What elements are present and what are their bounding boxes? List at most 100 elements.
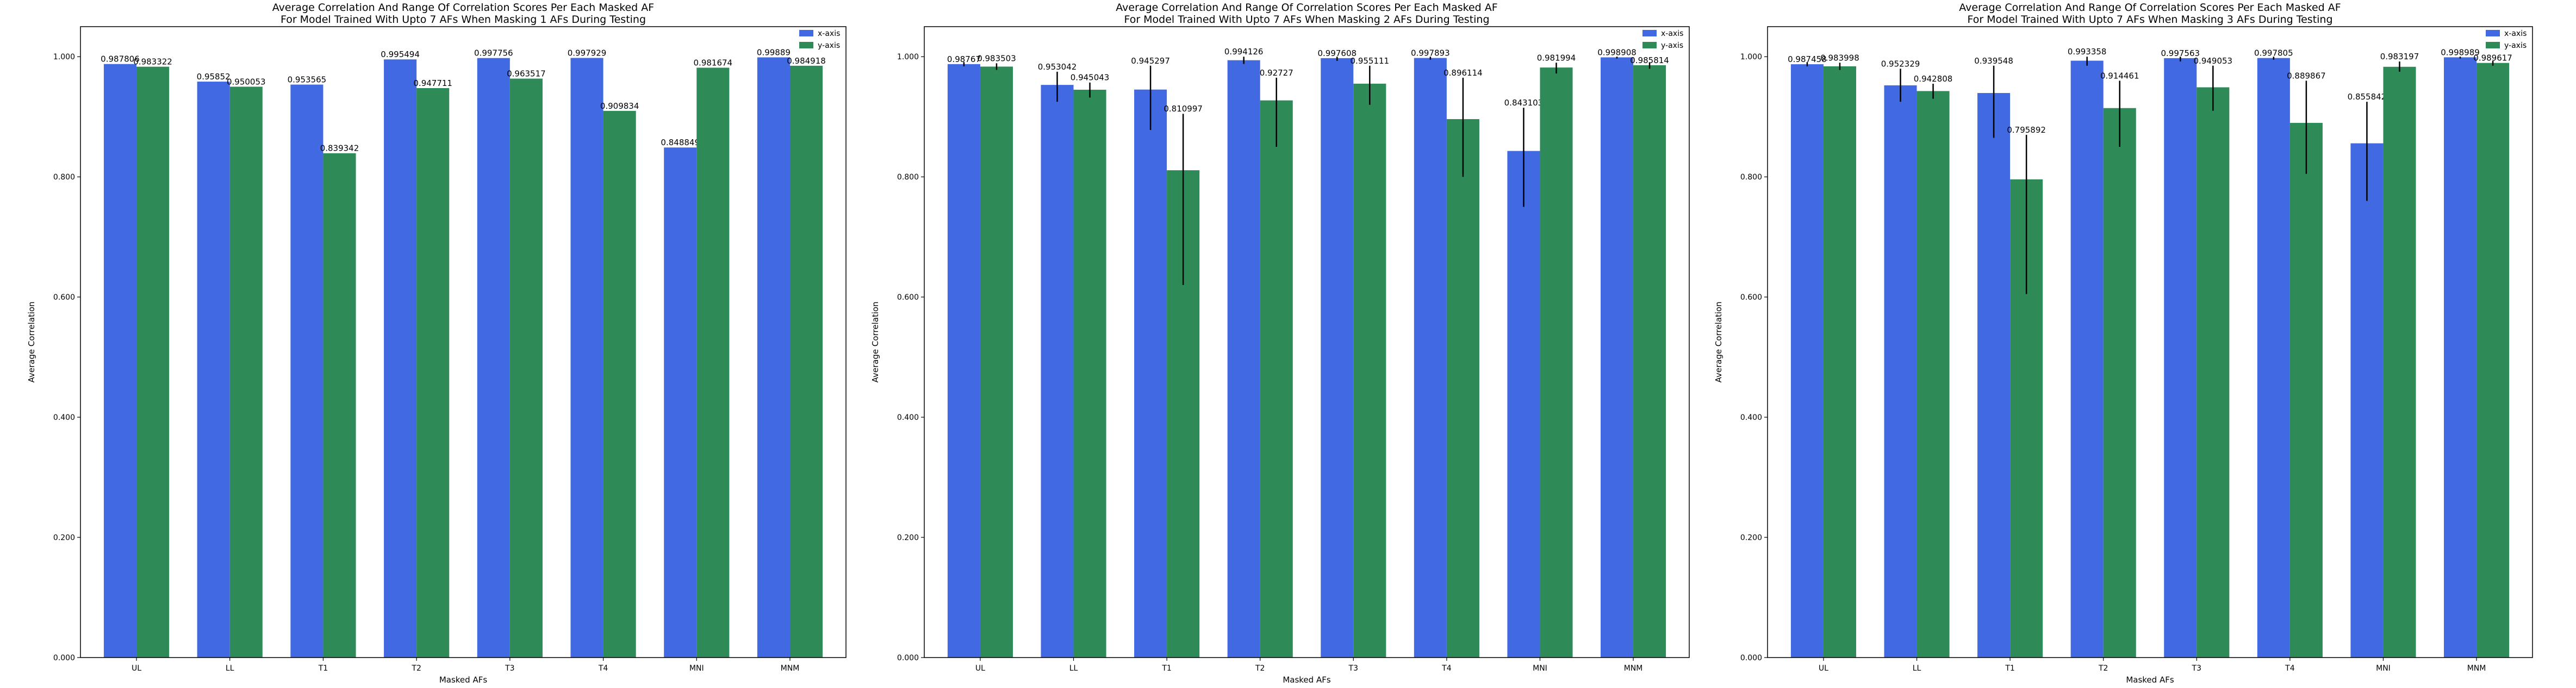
bar-x-axis-T1 — [1977, 93, 2011, 658]
chart-panel-1: Average Correlation And Range Of Correla… — [27, 2, 847, 685]
value-label-x-axis-T3: 0.997756 — [474, 48, 513, 58]
bar-y-axis-MNM — [2477, 63, 2510, 658]
x-tick-label-MNI: MNI — [689, 664, 704, 673]
bar-x-axis-MNM — [757, 57, 790, 658]
bar-y-axis-LL — [1073, 89, 1106, 658]
y-tick-label: 0.600 — [1740, 293, 1762, 302]
value-label-y-axis-MNI: 0.983197 — [2380, 52, 2419, 61]
bar-y-axis-UL — [980, 66, 1013, 658]
value-label-y-axis-MNI: 0.981994 — [1537, 53, 1576, 63]
legend-label-y-axis: y-axis — [818, 41, 840, 50]
legend-label-y-axis: y-axis — [1661, 41, 1683, 50]
bar-y-axis-LL — [229, 86, 263, 658]
legend-swatch-y-axis — [1642, 42, 1657, 48]
y-tick-label: 0.200 — [897, 534, 919, 542]
value-label-y-axis-T3: 0.949053 — [2194, 56, 2233, 66]
bar-y-axis-UL — [136, 66, 170, 658]
bar-x-axis-MNI — [1507, 151, 1540, 658]
bar-y-axis-MNM — [789, 65, 823, 658]
chart-panel-2: Average Correlation And Range Of Correla… — [870, 2, 1690, 685]
bar-x-axis-MNM — [1600, 57, 1634, 658]
y-tick-label: 0.800 — [1740, 173, 1762, 182]
y-tick-label: 0.800 — [897, 173, 919, 182]
bar-y-axis-LL — [1917, 91, 1950, 658]
bar-y-axis-UL — [1823, 66, 1857, 658]
value-label-x-axis-T1: 0.939548 — [1974, 56, 2013, 66]
legend-label-y-axis: y-axis — [2504, 41, 2527, 50]
y-tick-label: 0.400 — [1740, 413, 1762, 422]
chart-title: Average Correlation And Range Of Correla… — [1959, 2, 2341, 26]
value-label-y-axis-UL: 0.983503 — [977, 53, 1016, 63]
y-tick-label: 0.800 — [53, 173, 75, 182]
value-label-x-axis-LL: 0.95852 — [197, 72, 231, 82]
bar-x-axis-T2 — [2070, 60, 2104, 658]
value-label-x-axis-MNM: 0.998989 — [2441, 47, 2480, 57]
value-label-y-axis-UL: 0.983322 — [133, 57, 172, 67]
bar-x-axis-T4 — [570, 58, 603, 658]
x-tick-label-T1: T1 — [318, 664, 328, 673]
bar-y-axis-MNM — [1633, 65, 1666, 658]
value-label-x-axis-T2: 0.994126 — [1224, 47, 1264, 57]
value-label-x-axis-MNI: 0.855842 — [2348, 92, 2387, 102]
plot-frame — [924, 26, 1690, 658]
chart-panel-3: Average Correlation And Range Of Correla… — [1714, 2, 2533, 685]
value-label-x-axis-T3: 0.997563 — [2161, 48, 2200, 58]
x-tick-label-MNM: MNM — [1624, 664, 1643, 673]
bar-x-axis-UL — [103, 64, 137, 658]
x-tick-label-T4: T4 — [2285, 664, 2295, 673]
x-tick-label-T1: T1 — [2005, 664, 2014, 673]
value-label-x-axis-UL: 0.98767 — [947, 54, 981, 64]
value-label-x-axis-MNI: 0.848849 — [661, 138, 700, 147]
value-label-x-axis-T3: 0.997608 — [1317, 48, 1357, 58]
y-tick-label: 0.200 — [53, 534, 75, 542]
value-label-y-axis-T4: 0.909834 — [600, 101, 639, 111]
value-label-y-axis-T1: 0.810997 — [1163, 104, 1203, 114]
y-tick-label: 0.200 — [1740, 534, 1762, 542]
value-label-y-axis-UL: 0.983998 — [1820, 53, 1859, 63]
value-label-y-axis-MNM: 0.989617 — [2473, 53, 2512, 63]
legend-label-x-axis: x-axis — [818, 29, 840, 38]
value-label-y-axis-T1: 0.839342 — [320, 144, 359, 153]
value-label-y-axis-T4: 0.889867 — [2287, 71, 2326, 80]
value-label-x-axis-MNI: 0.843103 — [1504, 98, 1544, 108]
bar-y-axis-T2 — [416, 88, 450, 658]
bar-x-axis-UL — [1790, 64, 1824, 658]
y-tick-label: 0.000 — [897, 654, 919, 662]
bar-x-axis-UL — [947, 64, 980, 658]
value-label-y-axis-LL: 0.945043 — [1071, 73, 1110, 83]
y-axis-label: Average Correlation — [27, 301, 36, 382]
value-label-x-axis-UL: 0.987458 — [1788, 54, 1827, 64]
value-label-x-axis-T2: 0.993358 — [2068, 47, 2107, 57]
value-label-x-axis-UL: 0.987806 — [101, 54, 140, 64]
y-tick-label: 1.000 — [1740, 53, 1762, 61]
value-label-y-axis-T2: 0.92727 — [1260, 68, 1293, 78]
bar-x-axis-T3 — [2164, 58, 2197, 658]
value-label-x-axis-T1: 0.953565 — [288, 75, 327, 85]
legend-swatch-y-axis — [2486, 42, 2500, 48]
x-tick-label-MNI: MNI — [1533, 664, 1547, 673]
chart-title: Average Correlation And Range Of Correla… — [272, 2, 654, 26]
y-tick-label: 0.000 — [1740, 654, 1762, 662]
value-label-y-axis-LL: 0.942808 — [1914, 74, 1953, 84]
value-label-x-axis-T4: 0.997805 — [2254, 48, 2293, 58]
x-tick-label-T3: T3 — [2192, 664, 2201, 673]
value-label-y-axis-T3: 0.955111 — [1351, 56, 1390, 66]
value-label-y-axis-MNM: 0.984918 — [787, 56, 826, 66]
y-tick-label: 1.000 — [53, 53, 75, 61]
x-tick-label-LL: LL — [1913, 664, 1921, 673]
x-tick-label-T4: T4 — [598, 664, 608, 673]
bar-y-axis-T3 — [509, 78, 543, 658]
bar-x-axis-MNM — [2443, 57, 2477, 658]
x-axis-label: Masked AFs — [1283, 675, 1331, 685]
value-label-y-axis-T2: 0.914461 — [2100, 71, 2139, 80]
value-label-x-axis-T4: 0.997893 — [1411, 48, 1450, 58]
legend: x-axis y-axis — [799, 29, 840, 50]
value-label-x-axis-MNM: 0.998908 — [1597, 47, 1637, 57]
legend-swatch-x-axis — [1642, 30, 1657, 36]
legend-swatch-y-axis — [799, 42, 813, 48]
bar-y-axis-T4 — [2289, 122, 2323, 658]
legend: x-axis y-axis — [1642, 29, 1683, 50]
value-label-x-axis-MNM: 0.99889 — [757, 47, 791, 57]
